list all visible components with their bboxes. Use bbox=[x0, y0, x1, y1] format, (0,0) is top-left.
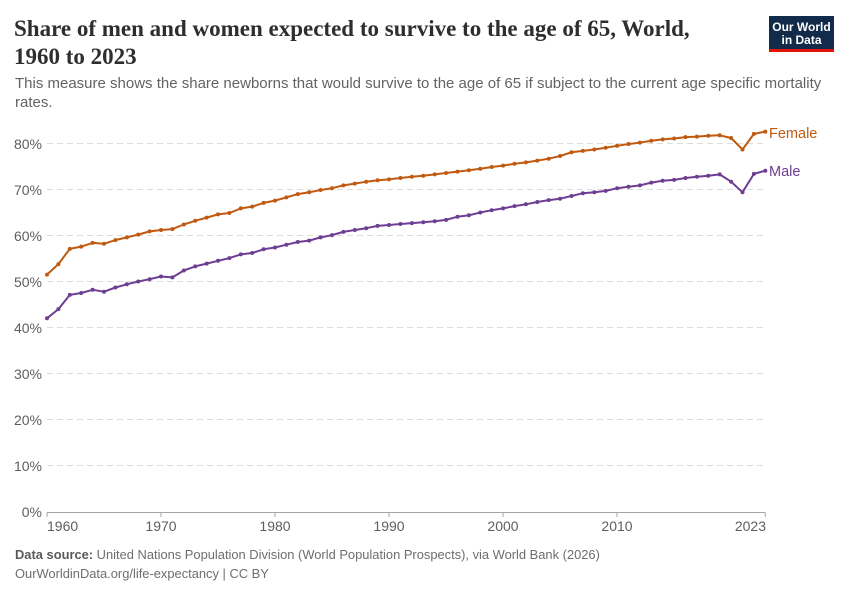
svg-text:10%: 10% bbox=[14, 458, 42, 474]
svg-text:2000: 2000 bbox=[487, 518, 518, 534]
svg-text:60%: 60% bbox=[14, 228, 42, 244]
svg-text:1990: 1990 bbox=[373, 518, 404, 534]
svg-text:1980: 1980 bbox=[259, 518, 290, 534]
svg-text:70%: 70% bbox=[14, 182, 42, 198]
svg-text:40%: 40% bbox=[14, 320, 42, 336]
svg-text:1970: 1970 bbox=[145, 518, 176, 534]
svg-text:Male: Male bbox=[769, 164, 800, 180]
svg-text:0%: 0% bbox=[22, 504, 42, 520]
svg-text:80%: 80% bbox=[14, 136, 42, 152]
svg-text:Female: Female bbox=[769, 126, 817, 142]
svg-text:30%: 30% bbox=[14, 366, 42, 382]
svg-text:50%: 50% bbox=[14, 274, 42, 290]
svg-text:1960: 1960 bbox=[47, 518, 78, 534]
svg-text:20%: 20% bbox=[14, 412, 42, 428]
svg-text:2023: 2023 bbox=[735, 518, 766, 534]
svg-text:2010: 2010 bbox=[601, 518, 632, 534]
